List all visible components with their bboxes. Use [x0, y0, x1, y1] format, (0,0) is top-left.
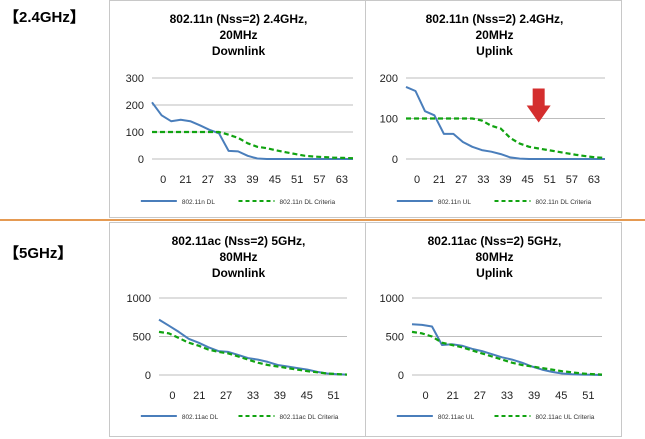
- x-tick-label: 39: [528, 390, 540, 402]
- y-tick-label: 0: [138, 154, 144, 166]
- y-tick-label: 0: [145, 370, 151, 382]
- x-tick-label: 27: [455, 174, 467, 186]
- x-tick-label: 57: [566, 174, 578, 186]
- x-tick-label: 21: [447, 390, 459, 402]
- legend-label: 802.11n DL: [182, 199, 216, 206]
- annotation-arrow-shaft: [532, 88, 545, 107]
- y-tick-label: 0: [392, 154, 398, 166]
- x-tick-label: 45: [301, 390, 313, 402]
- chart-title-line: 802.11n (Nss=2) 2.4GHz,: [426, 12, 564, 26]
- band-divider: [0, 219, 645, 221]
- legend-label: 802.11n DL Criteria: [280, 199, 336, 206]
- legend-label: 802.11ac DL: [182, 414, 219, 421]
- x-tick-label: 33: [477, 174, 489, 186]
- chart-svg-5ghz-uplink: 802.11ac (Nss=2) 5GHz, 80MHz Uplink 0 500 100…: [380, 234, 603, 421]
- chart-title-line: 20MHz: [475, 28, 513, 42]
- chart-title-line: 802.11ac (Nss=2) 5GHz,: [172, 234, 306, 248]
- legend-label: 802.11ac UL: [438, 414, 475, 421]
- series-line-measured: [411, 323, 603, 376]
- x-tick-label: 33: [224, 174, 236, 186]
- x-tick-label: 45: [555, 390, 567, 402]
- chart-title-line: 20MHz: [219, 28, 257, 42]
- series-line-criteria: [158, 330, 348, 376]
- x-tick-label: 51: [327, 390, 339, 402]
- chart-panel-2-4ghz-downlink: 802.11n (Nss=2) 2.4GHz, 20MHz Downlink 0 100…: [109, 0, 366, 218]
- chart-title-line: Uplink: [476, 266, 513, 280]
- y-tick-label: 200: [126, 100, 144, 112]
- chart-svg-2-4ghz-uplink: 802.11n (Nss=2) 2.4GHz, 20MHz Uplink 0 100 20…: [380, 12, 606, 206]
- chart-title-line: 80MHz: [219, 250, 257, 264]
- x-tick-label: 45: [269, 174, 281, 186]
- x-tick-label: 39: [499, 174, 511, 186]
- x-tick-label: 27: [202, 174, 214, 186]
- x-tick-label: 51: [582, 390, 594, 402]
- series-line-measured: [158, 318, 348, 376]
- series-line-measured: [405, 85, 605, 160]
- x-tick-label: 0: [414, 174, 420, 186]
- chart-title-line: 802.11n (Nss=2) 2.4GHz,: [170, 12, 308, 26]
- x-tick-label: 33: [247, 390, 259, 402]
- x-tick-label: 33: [501, 390, 513, 402]
- y-tick-label: 1000: [380, 293, 404, 305]
- section-label-5ghz: 【5GHz】: [4, 245, 73, 262]
- chart-svg-5ghz-downlink: 802.11ac (Nss=2) 5GHz, 80MHz Downlink 0 500 1…: [127, 234, 348, 421]
- chart-panel-5ghz-uplink: 802.11ac (Nss=2) 5GHz, 80MHz Uplink 0 500 100…: [365, 222, 622, 437]
- y-tick-label: 200: [380, 73, 398, 85]
- series-line-criteria: [406, 117, 606, 159]
- y-tick-label: 100: [380, 114, 398, 126]
- chart-svg-2-4ghz-downlink: 802.11n (Nss=2) 2.4GHz, 20MHz Downlink 0 100…: [126, 12, 354, 206]
- x-tick-label: 63: [588, 174, 600, 186]
- x-tick-label: 57: [313, 174, 325, 186]
- section-label-2-4ghz: 【2.4GHz】: [4, 9, 85, 26]
- chart-title-line: 802.11ac (Nss=2) 5GHz,: [428, 234, 562, 248]
- x-tick-label: 0: [423, 390, 429, 402]
- series-line-criteria: [152, 130, 354, 160]
- y-tick-label: 500: [133, 332, 151, 344]
- x-tick-label: 0: [160, 174, 166, 186]
- x-tick-label: 39: [246, 174, 258, 186]
- series-line-criteria: [411, 330, 603, 376]
- chart-title-line: Uplink: [476, 44, 513, 58]
- chart-panel-2-4ghz-uplink: 802.11n (Nss=2) 2.4GHz, 20MHz Uplink 0 100 20…: [365, 0, 622, 218]
- series-line-measured: [151, 101, 353, 160]
- legend-label: 802.11ac UL Criteria: [536, 414, 595, 421]
- x-tick-label: 21: [179, 174, 191, 186]
- y-tick-label: 0: [398, 370, 404, 382]
- annotation-arrow-head: [526, 105, 551, 123]
- x-tick-label: 39: [274, 390, 286, 402]
- x-tick-label: 21: [193, 390, 205, 402]
- chart-title-line: Downlink: [212, 44, 266, 58]
- legend-label: 802.11ac DL Criteria: [280, 414, 339, 421]
- x-tick-label: 45: [521, 174, 533, 186]
- x-tick-label: 27: [474, 390, 486, 402]
- x-tick-label: 27: [220, 390, 232, 402]
- x-tick-label: 63: [336, 174, 348, 186]
- annotation-arrow-icon: [526, 88, 551, 123]
- x-tick-label: 51: [291, 174, 303, 186]
- y-tick-label: 1000: [127, 293, 151, 305]
- chart-title-line: 80MHz: [475, 250, 513, 264]
- legend-label: 802.11n UL: [438, 199, 472, 206]
- x-tick-label: 21: [433, 174, 445, 186]
- y-tick-label: 100: [126, 127, 144, 139]
- chart-title-line: Downlink: [212, 266, 266, 280]
- legend-label: 802.11n DL Criteria: [536, 199, 592, 206]
- x-tick-label: 51: [544, 174, 556, 186]
- x-tick-label: 0: [169, 390, 175, 402]
- chart-panel-5ghz-downlink: 802.11ac (Nss=2) 5GHz, 80MHz Downlink 0 500 1…: [109, 222, 366, 437]
- y-tick-label: 300: [126, 73, 144, 85]
- y-tick-label: 500: [386, 332, 404, 344]
